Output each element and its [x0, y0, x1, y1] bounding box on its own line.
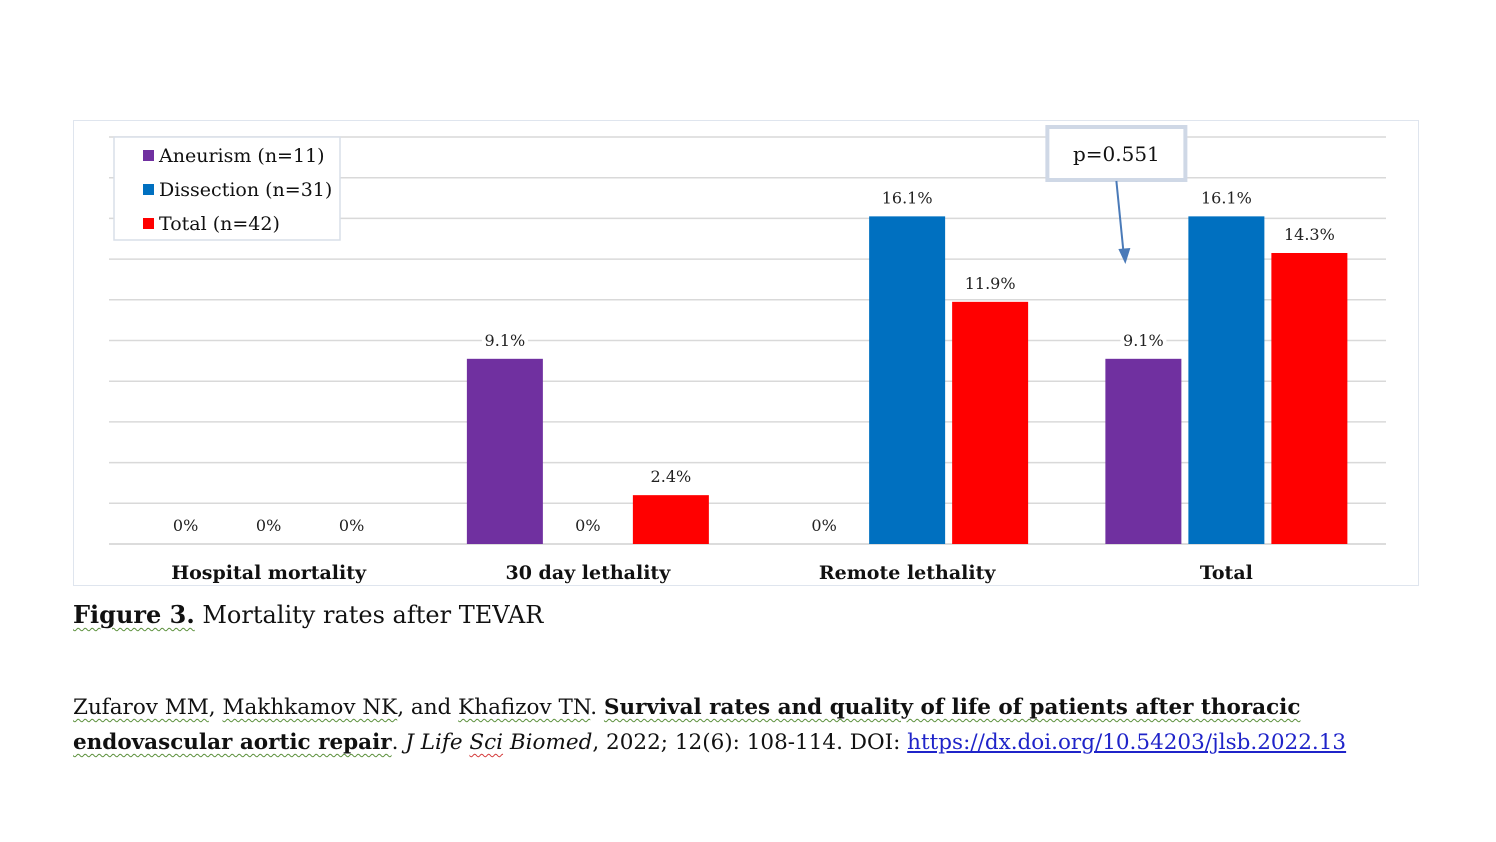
citation: Zufarov MM, Makhkamov NK, and Khafizov T…: [73, 690, 1413, 760]
citation-author: Khafizov TN: [458, 695, 591, 720]
bar: [952, 301, 1029, 544]
citation-separator: .: [391, 730, 406, 755]
annotation-arrow-line: [1115, 180, 1125, 252]
data-label: 0%: [339, 516, 364, 535]
annotation-arrowhead: [1118, 248, 1131, 264]
doi-link[interactable]: https://dx.doi.org/10.54203/jlsb.2022.13: [907, 730, 1347, 755]
figure-caption: Figure 3. Mortality rates after TEVAR: [73, 600, 543, 629]
data-label-backing: [481, 328, 528, 351]
bar: [869, 216, 946, 544]
legend-swatch: [143, 218, 154, 229]
data-label: 9.1%: [485, 331, 526, 350]
bar: [1105, 358, 1182, 544]
data-labels: 0% 0% 0% 9.1% 0% 2.4% 0% 16.1% 11.9% 9.1% 16.1% 14.…: [171, 186, 1337, 536]
data-label: 2.4%: [651, 467, 692, 486]
data-label-backing: [647, 465, 694, 488]
bar: [1271, 252, 1348, 544]
x-tick-labels: Hospital mortality 30 day lethality Remote…: [171, 562, 1253, 584]
chart-frame: 0% 0% 0% 9.1% 0% 2.4% 0% 16.1% 11.9% 9.1% 16.1% 14.…: [73, 120, 1419, 586]
legend-entry: Aneurism (n=11): [158, 145, 325, 167]
citation-separator: .: [590, 695, 604, 720]
x-tick-label: Hospital mortality: [171, 562, 367, 584]
data-label-backing: [337, 514, 366, 536]
data-label-backing: [1198, 186, 1254, 209]
data-label: 0%: [173, 516, 198, 535]
figure-label: Figure 3.: [73, 600, 195, 629]
x-tick-label: 30 day lethality: [505, 562, 671, 584]
citation-title: Survival rates and quality of life of pa…: [73, 695, 1301, 755]
journal-part: J Life: [405, 730, 470, 755]
legend-entry: Total (n=42): [159, 213, 280, 235]
legend: Aneurism (n=11) Dissection (n=31) Total (n…: [113, 136, 341, 241]
data-label-backing: [573, 514, 602, 536]
legend-swatch: [143, 150, 154, 161]
data-label-backing: [254, 514, 283, 536]
x-tick-label: Remote lethality: [819, 562, 997, 584]
data-label-backing: [1281, 222, 1337, 245]
citation-author: Zufarov MM: [73, 695, 209, 720]
citation-author: Makhkamov NK: [222, 695, 398, 720]
citation-journal: J Life Sci Biomed: [405, 730, 592, 755]
bar: [466, 358, 543, 544]
bar-chart: 0% 0% 0% 9.1% 0% 2.4% 0% 16.1% 11.9% 9.1% 16.1% 14.…: [109, 125, 1386, 584]
p-value-annotation: p=0.551: [1045, 125, 1188, 264]
data-label: 14.3%: [1284, 225, 1335, 244]
data-label: 16.1%: [882, 188, 933, 207]
citation-separator: ,: [208, 695, 223, 720]
bar: [1188, 216, 1265, 544]
data-label: 9.1%: [1123, 331, 1164, 350]
annotation-text: p=0.551: [1073, 142, 1160, 166]
data-label-backing: [1120, 328, 1167, 351]
figure-caption-text: Mortality rates after TEVAR: [194, 601, 544, 629]
data-label: 0%: [811, 516, 836, 535]
x-tick-label: Total: [1200, 562, 1253, 584]
data-label: 0%: [575, 516, 600, 535]
journal-part: Biomed: [503, 730, 593, 755]
journal-part: Sci: [469, 730, 504, 755]
data-label-backing: [879, 186, 935, 209]
citation-details: , 2022; 12(6): 108-114. DOI:: [592, 730, 908, 755]
legend-entry: Dissection (n=31): [159, 179, 332, 201]
citation-separator: , and: [397, 695, 459, 720]
bar: [632, 495, 709, 544]
data-label: 0%: [256, 516, 281, 535]
bars: [466, 216, 1348, 544]
data-label-backing: [171, 514, 200, 536]
data-label-backing: [810, 514, 839, 536]
data-label: 16.1%: [1201, 188, 1252, 207]
data-label: 11.9%: [965, 274, 1016, 293]
annotation-box: [1045, 125, 1188, 182]
data-label-backing: [962, 271, 1018, 294]
legend-swatch: [143, 184, 154, 195]
